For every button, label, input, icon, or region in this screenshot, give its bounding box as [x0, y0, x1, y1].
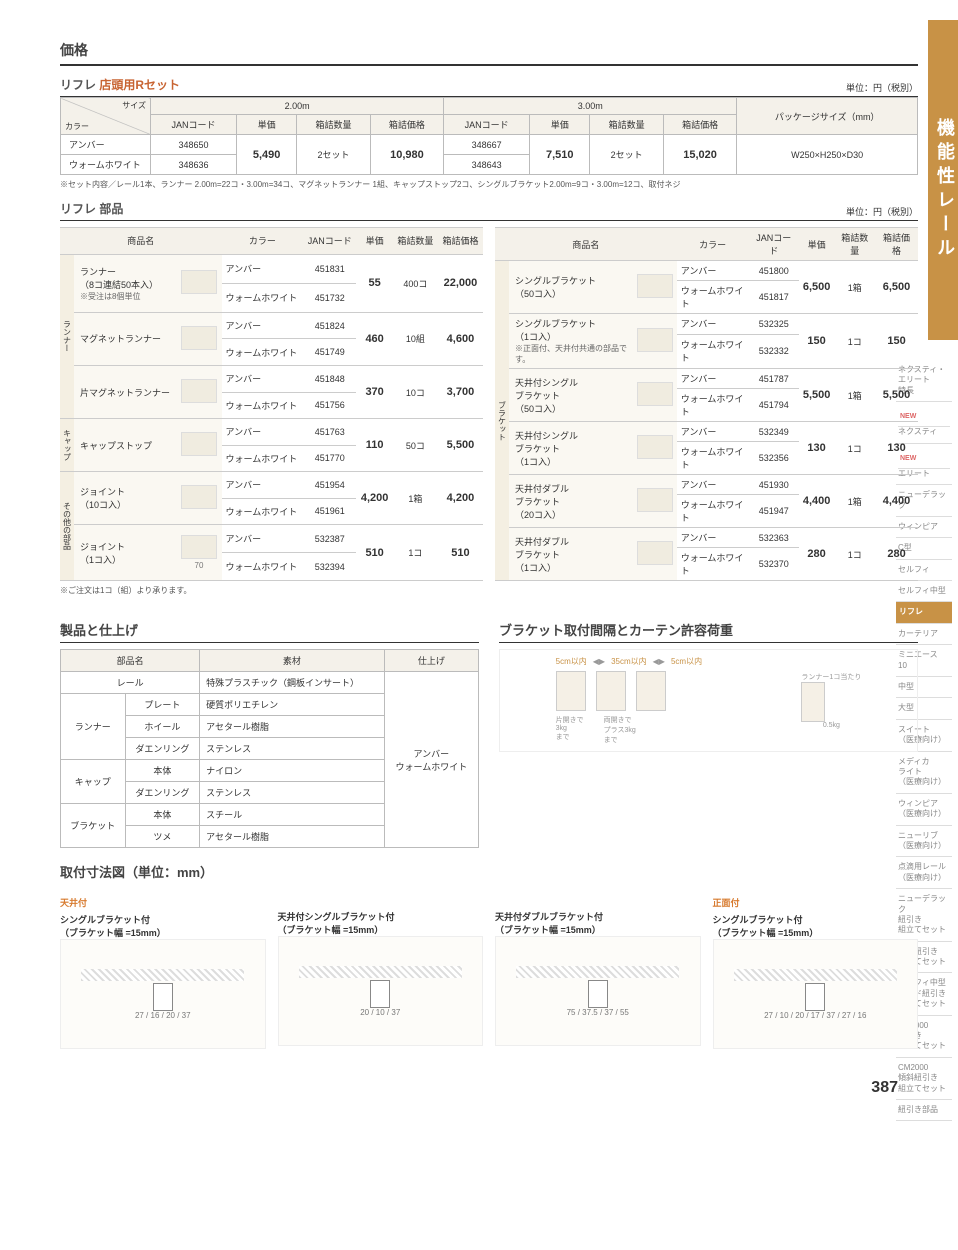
unit-label-1: 単位：円（税別） [846, 81, 918, 94]
parts-title: リフレ 部品 [60, 200, 123, 220]
rset-note: ※セット内容／レール1本、ランナー 2.00m=22コ・3.00m=34コ、マグ… [60, 179, 918, 190]
bracket-lbl-3: 5cm以内 [671, 656, 702, 667]
material-table: 部品名素材仕上げレール特殊プラスチック（鋼板インサート）アンバー ウォームホワイ… [60, 649, 479, 848]
bracket-lbl-5: 片開きで 3kg まで [556, 715, 584, 745]
diag-bottom: カラー [65, 121, 89, 132]
parts-table-left: 商品名カラーJANコード単価箱詰数量箱詰価格ランナーランナー （8コ連結50本入… [60, 227, 483, 581]
size-2: 3.00m [444, 98, 737, 115]
bracket-lbl-7: 0.5kg [801, 722, 861, 729]
product-icon [181, 535, 217, 559]
product-icon [181, 326, 217, 350]
product-icon [637, 382, 673, 406]
bracket-lbl-2: 35cm以内 [611, 656, 647, 667]
unit-label-2: 単位：円（税別） [846, 205, 918, 218]
section-title-price: 価格 [60, 40, 918, 66]
rset-title-a: リフレ [60, 78, 96, 92]
rset-title: リフレ 店頭用Rセット [60, 76, 180, 96]
bracket-title: ブラケット取付間隔とカーテン許容荷重 [499, 620, 918, 643]
product-icon [181, 485, 217, 509]
product-icon [637, 435, 673, 459]
mounting-diagrams: 天井付シングルブラケット付 （ブラケット幅 =15mm）27 / 16 / 20… [60, 896, 918, 1049]
size-1: 2.00m [151, 98, 444, 115]
rset-title-b: 店頭用Rセット [99, 78, 180, 92]
material-title: 製品と仕上げ [60, 620, 479, 643]
mounting-diagram: 20 / 10 / 37 [278, 936, 484, 1046]
product-icon [181, 270, 217, 294]
bracket-lbl-4: ランナー1コ当たり [801, 672, 861, 682]
mounting-title: 取付寸法図（単位：mm） [60, 862, 918, 884]
rset-table: サイズ カラー 2.00m 3.00m パッケージサイズ（mm） JANコード単… [60, 97, 918, 175]
pkg-col: パッケージサイズ（mm） [737, 98, 918, 135]
page-number: 387 [60, 1079, 918, 1097]
product-icon [637, 274, 673, 298]
mounting-diagram: 75 / 37.5 / 37 / 55 [495, 936, 701, 1046]
parts-table-right: 商品名カラーJANコード単価箱詰数量箱詰価格ブラケットシングルブラケット （50… [495, 227, 918, 581]
bracket-lbl-6: 両開きで プラス3kg まで [604, 715, 636, 745]
product-icon [637, 488, 673, 512]
mounting-diagram: 27 / 16 / 20 / 37 [60, 939, 266, 1049]
product-icon [637, 541, 673, 565]
product-icon [181, 432, 217, 456]
product-icon [637, 328, 673, 352]
product-icon [181, 379, 217, 403]
bracket-lbl-1: 5cm以内 [556, 656, 587, 667]
bracket-diagram: 5cm以内 ◀▶ 35cm以内 ◀▶ 5cm以内 片開きで 3kg まで 両開き… [499, 649, 918, 752]
parts-note: ※ご注文は1コ（組）より承ります。 [60, 585, 918, 596]
mounting-diagram: 27 / 10 / 20 / 17 / 37 / 27 / 16 [713, 939, 919, 1049]
diag-top: サイズ [122, 100, 146, 111]
